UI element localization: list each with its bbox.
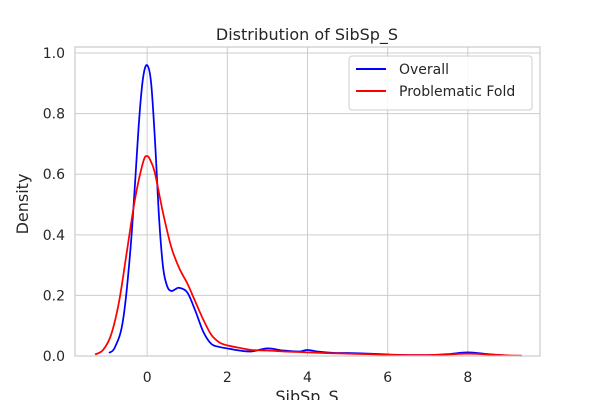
grid-lines — [75, 47, 540, 357]
y-tick-label: 0.4 — [43, 228, 65, 244]
x-tick-label: 6 — [383, 370, 392, 386]
y-tick-label: 0.2 — [43, 288, 65, 304]
y-tick-label: 0.6 — [43, 167, 65, 183]
legend-label-overall: Overall — [399, 62, 449, 78]
y-tick-label: 1.0 — [43, 46, 65, 62]
x-tick-label: 4 — [303, 370, 312, 386]
legend-label-problematic-fold: Problematic Fold — [399, 84, 515, 100]
x-tick-label: 2 — [223, 370, 232, 386]
x-axis-title: SibSp_S — [275, 387, 338, 400]
series-layer — [94, 64, 522, 357]
y-tick-label: 0.8 — [43, 107, 65, 123]
x-tick-label: 0 — [143, 370, 152, 386]
x-tick-labels: 0 2 4 6 8 — [143, 370, 473, 386]
y-axis-title: Density — [13, 174, 32, 235]
chart-title: Distribution of SibSp_S — [216, 25, 398, 45]
x-tick-label: 8 — [463, 370, 472, 386]
y-tick-label: 0.0 — [43, 349, 65, 365]
y-tick-labels: 0.0 0.2 0.4 0.6 0.8 1.0 — [43, 46, 65, 365]
legend: Overall Problematic Fold — [348, 55, 533, 111]
plot-area-frame — [74, 46, 541, 357]
legend-box — [348, 55, 533, 111]
series-line-problematic-fold — [94, 155, 522, 357]
